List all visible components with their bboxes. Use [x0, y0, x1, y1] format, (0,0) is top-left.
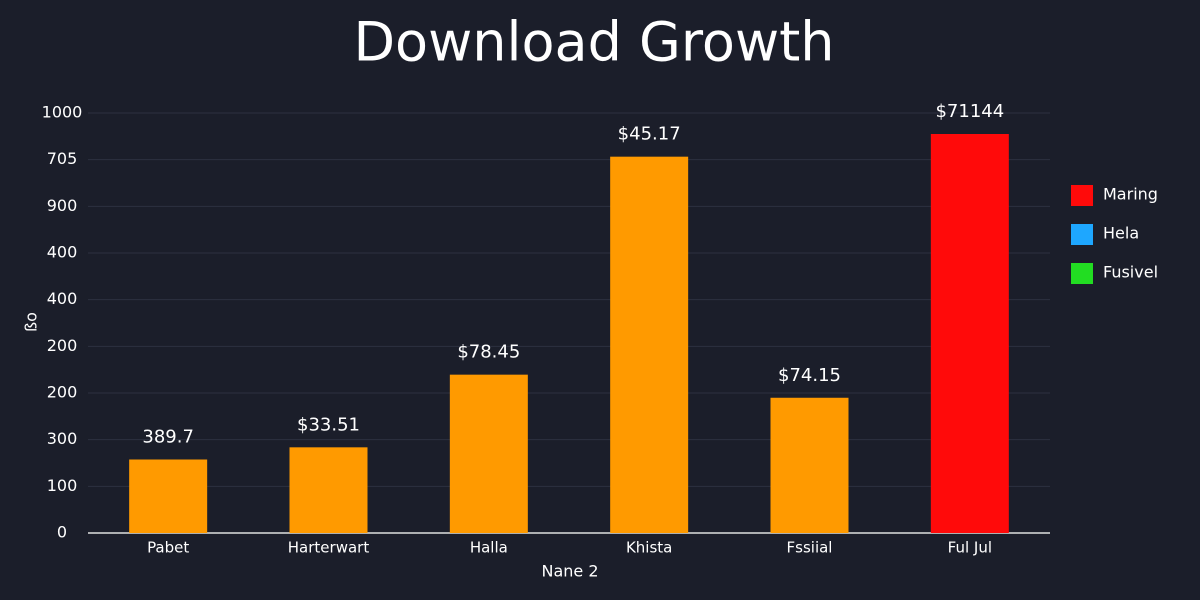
bar-annotation: $45.17 [618, 124, 681, 145]
y-tick-label: 0 [57, 523, 67, 542]
chart-title: Download Growth [353, 11, 834, 74]
y-tick-label: 900 [47, 196, 78, 215]
y-tick-label: 100 [47, 476, 78, 495]
legend-label: Hela [1103, 224, 1139, 243]
bar [610, 156, 689, 533]
y-tick-label: 200 [47, 383, 78, 402]
legend-label: Maring [1103, 185, 1158, 204]
bar-annotation: $74.15 [778, 365, 841, 386]
legend-swatch [1071, 224, 1093, 245]
bar [449, 374, 528, 533]
bar [289, 447, 368, 533]
y-tick-label: 705 [47, 149, 78, 168]
y-tick-label: 1000 [42, 103, 83, 122]
y-tick-label: 300 [47, 429, 78, 448]
bar-annotation: $71144 [935, 101, 1004, 122]
legend-label: Fusivel [1103, 263, 1158, 282]
x-tick-label: Fssiial [787, 539, 833, 557]
x-tick-label: Khista [626, 539, 672, 557]
y-tick-label: 400 [47, 289, 78, 308]
bar-annotation: 389.7 [142, 427, 194, 448]
x-tick-label: Harterwart [288, 539, 370, 557]
x-axis-label: Nane 2 [541, 562, 598, 581]
bar [770, 397, 849, 533]
bar-annotation: $78.45 [457, 342, 520, 363]
x-tick-label: Ful Jul [948, 539, 992, 557]
y-axis-label: ßo [22, 312, 41, 332]
bar [930, 134, 1009, 533]
legend-swatch [1071, 263, 1093, 284]
y-tick-label: 400 [47, 242, 78, 261]
legend-swatch [1071, 185, 1093, 206]
bar-annotation: $33.51 [297, 414, 360, 435]
bar [129, 459, 208, 533]
x-tick-label: Halla [470, 539, 508, 557]
x-tick-label: Pabet [147, 539, 189, 557]
y-tick-label: 200 [47, 336, 78, 355]
